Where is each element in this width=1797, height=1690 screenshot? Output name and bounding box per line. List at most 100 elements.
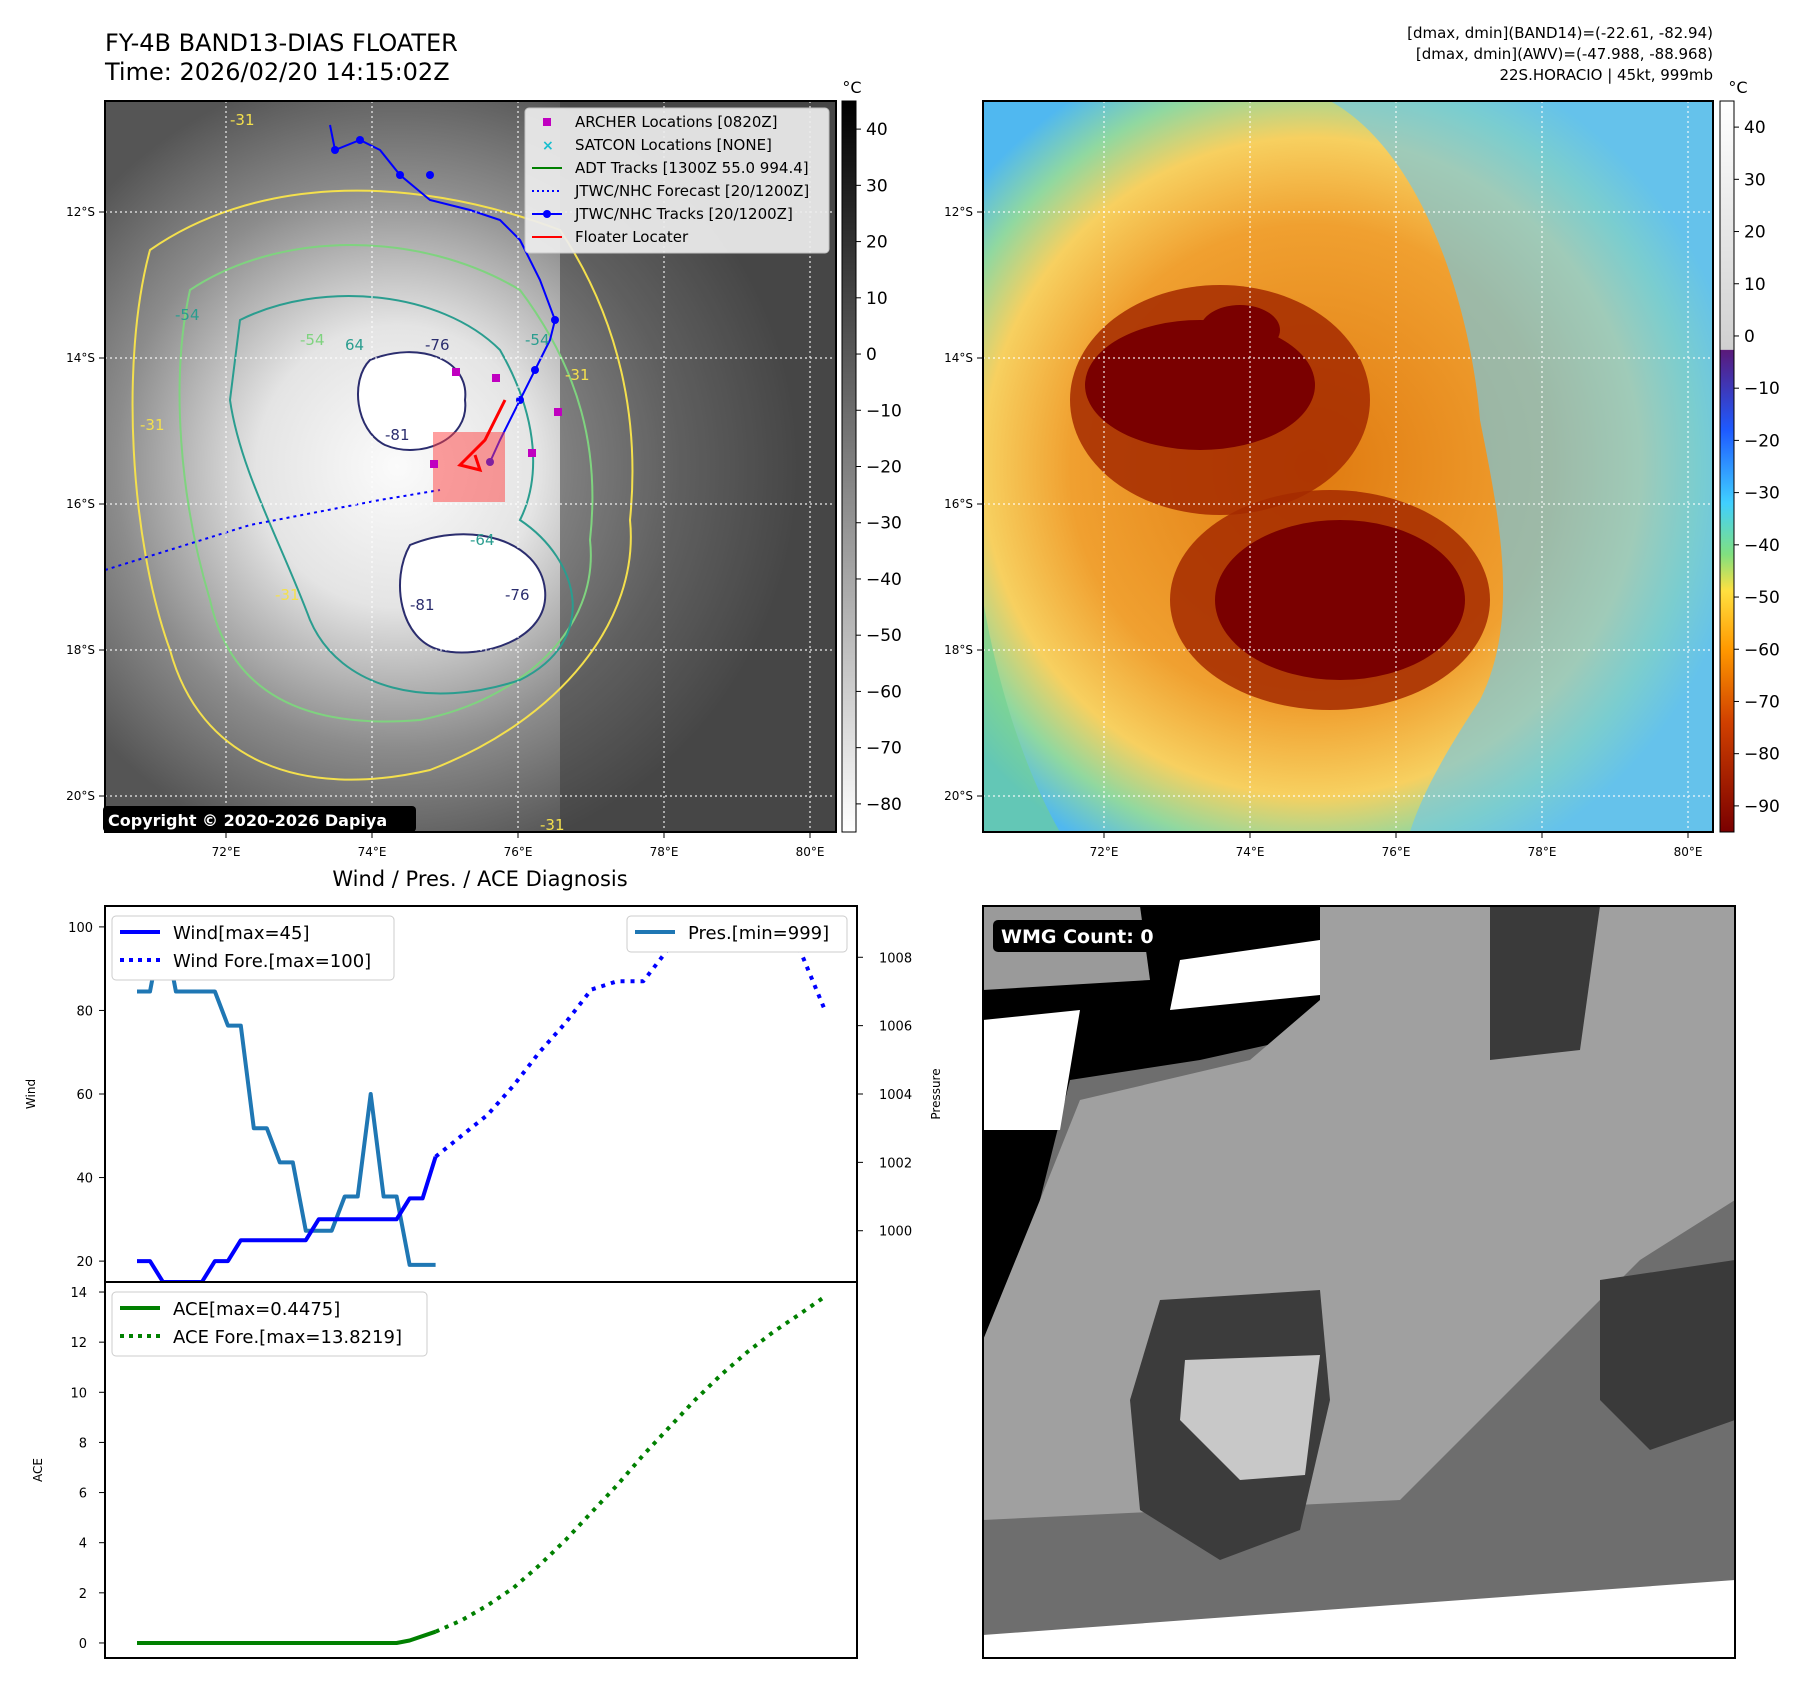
colorbar-tick-label: −60 <box>866 682 902 702</box>
colorbar-tick-label: −60 <box>1744 640 1780 660</box>
ace-ytick-label: 12 <box>70 1336 87 1351</box>
lat-tick-label: 14°S <box>66 351 95 365</box>
lat-tick-label: 20°S <box>944 789 973 803</box>
contour-label: -81 <box>385 426 410 444</box>
colorbar-tick-label: 10 <box>1744 275 1766 295</box>
lat-tick-label: 16°S <box>66 497 95 511</box>
colorbar-tick-label: 40 <box>1744 118 1766 138</box>
contour-label: -54 <box>175 306 200 324</box>
colorbar-tick-label: 30 <box>866 176 888 196</box>
wmg-eye-region <box>1180 1355 1320 1480</box>
pressure-ytick-label: 1004 <box>879 1088 912 1103</box>
colorbar-tick-label: −30 <box>866 514 902 534</box>
awv-green-edge <box>983 600 1060 832</box>
diagnosis-title: Wind / Pres. / ACE Diagnosis <box>332 867 627 891</box>
legend-label: ADT Tracks [1300Z 55.0 994.4] <box>575 159 809 177</box>
pressure-ytick-label: 1002 <box>879 1156 912 1171</box>
lon-tick-label: 76°E <box>504 845 533 859</box>
legend-label: JTWC/NHC Tracks [20/1200Z] <box>574 205 793 223</box>
pressure-ytick-label: 1006 <box>879 1020 912 1035</box>
colorbar-tick-label: −90 <box>1744 797 1780 817</box>
track-dot-icon <box>543 210 551 218</box>
colorbar-tick-label: −30 <box>1744 484 1780 504</box>
contour-label: -64 <box>470 531 495 549</box>
awv-dry-region <box>1330 101 1713 832</box>
colorbar-tick-label: 0 <box>1744 327 1755 347</box>
awv-colorbar-ticks: 40 30 20 10 0 −10 −20 −30 −40 −50 −60 −70 −80 −90 <box>1734 118 1780 817</box>
wmg-frame <box>982 905 1736 1659</box>
archer-markers <box>430 368 562 468</box>
pressure-legend-label: Pres.[min=999] <box>688 923 829 944</box>
awv-gridlines <box>983 101 1713 832</box>
ir-legend: ARCHER Locations [0820Z] × SATCON Locati… <box>524 107 830 254</box>
ace-ytick-label: 6 <box>79 1487 87 1502</box>
colorbar-tick-label: −70 <box>866 739 902 759</box>
copyright-badge <box>103 806 416 832</box>
pressure-legend-box <box>626 915 848 953</box>
ace-ytick-label: 10 <box>70 1386 87 1401</box>
ace-yticks: 0 2 4 6 8 10 12 14 <box>70 1286 105 1652</box>
ir-lat-ticks: 12°S 14°S 16°S 18°S 20°S <box>66 205 105 803</box>
square-marker-icon <box>543 118 551 126</box>
ace-legend-label: ACE[max=0.4475] <box>173 1299 340 1320</box>
pressure-yticks: 1000 1002 1004 1006 1008 <box>857 951 912 1240</box>
floater-locater-line <box>457 399 507 473</box>
colorbar-tick-label: 30 <box>1744 170 1766 190</box>
colorbar-tick-label: −10 <box>866 401 902 421</box>
ir-legend-box <box>524 107 830 254</box>
colorbar-tick-label: 40 <box>866 120 888 140</box>
jtwc-track-line <box>329 124 557 463</box>
info-storm: 22S.HORACIO | 45kt, 999mb <box>1499 66 1713 84</box>
pressure-ytick-label: 1008 <box>879 951 912 966</box>
contour-label: -81 <box>410 596 435 614</box>
lon-tick-label: 78°E <box>650 845 679 859</box>
awv-colorbar <box>1719 100 1735 833</box>
legend-label: JTWC/NHC Forecast [20/1200Z] <box>574 182 809 200</box>
contour-label: -76 <box>425 336 450 354</box>
wmg-count-label: WMG Count: 0 <box>1001 926 1154 948</box>
lon-tick-label: 76°E <box>1382 845 1411 859</box>
contour-label: -31 <box>140 416 165 434</box>
awv-core-spot <box>1200 305 1280 355</box>
lon-tick-label: 74°E <box>1236 845 1265 859</box>
contour-navy-south <box>399 533 547 654</box>
wmg-count-badge <box>993 920 1177 952</box>
lon-tick-label: 78°E <box>1528 845 1557 859</box>
wmg-white-patch <box>983 1010 1080 1130</box>
contour-yellow <box>131 189 634 781</box>
ace-ytick-label: 14 <box>70 1286 87 1301</box>
awv-map-panel: °C 403020100−10−20−30−40−50−60−70−80−90 … <box>944 78 1780 859</box>
lat-tick-label: 16°S <box>944 497 973 511</box>
lon-tick-label: 72°E <box>1090 845 1119 859</box>
lat-tick-label: 20°S <box>66 789 95 803</box>
wind-ytick-label: 80 <box>76 1004 93 1019</box>
jtwc-forecast-line <box>105 489 441 571</box>
wind-ytick-label: 100 <box>68 921 93 936</box>
ir-lon-ticks: 72°E 74°E 76°E 78°E 80°E <box>212 832 825 859</box>
lon-tick-label: 74°E <box>358 845 387 859</box>
lat-tick-label: 18°S <box>66 643 95 657</box>
awv-core-north <box>1085 320 1315 450</box>
ace-series-group <box>137 1294 827 1645</box>
contour-label: 64 <box>345 336 364 354</box>
wind-axis-label: Wind <box>24 1079 38 1109</box>
wind-legend-box <box>111 915 395 981</box>
colorbar-tick-label: −20 <box>866 458 902 478</box>
ace-ytick-label: 0 <box>79 1637 87 1652</box>
awv-lon-ticks: 72°E 74°E 76°E 78°E 80°E <box>1090 832 1702 859</box>
figure-time: Time: 2026/02/20 14:15:02Z <box>104 58 450 86</box>
wind-forecast-legend-label: Wind Fore.[max=100] <box>173 951 371 972</box>
copyright-text: Copyright © 2020-2026 Dapiya <box>108 811 387 830</box>
ace-series-line <box>137 1629 437 1645</box>
awv-colorbar-unit: °C <box>1728 78 1747 97</box>
info-band14: [dmax, dmin](BAND14)=(-22.61, -82.94) <box>1407 24 1713 42</box>
lon-tick-label: 80°E <box>796 845 825 859</box>
pressure-axis-label: Pressure <box>929 1068 943 1119</box>
ace-forecast-legend-label: ACE Fore.[max=13.8219] <box>173 1327 402 1348</box>
wind-legend-label: Wind[max=45] <box>173 923 310 944</box>
colorbar-tick-label: 20 <box>1744 223 1766 243</box>
wmg-dark-patch <box>1600 1260 1735 1450</box>
contour-teal <box>228 295 574 695</box>
colorbar-tick-label: −70 <box>1744 692 1780 712</box>
ace-ytick-label: 8 <box>79 1436 87 1451</box>
